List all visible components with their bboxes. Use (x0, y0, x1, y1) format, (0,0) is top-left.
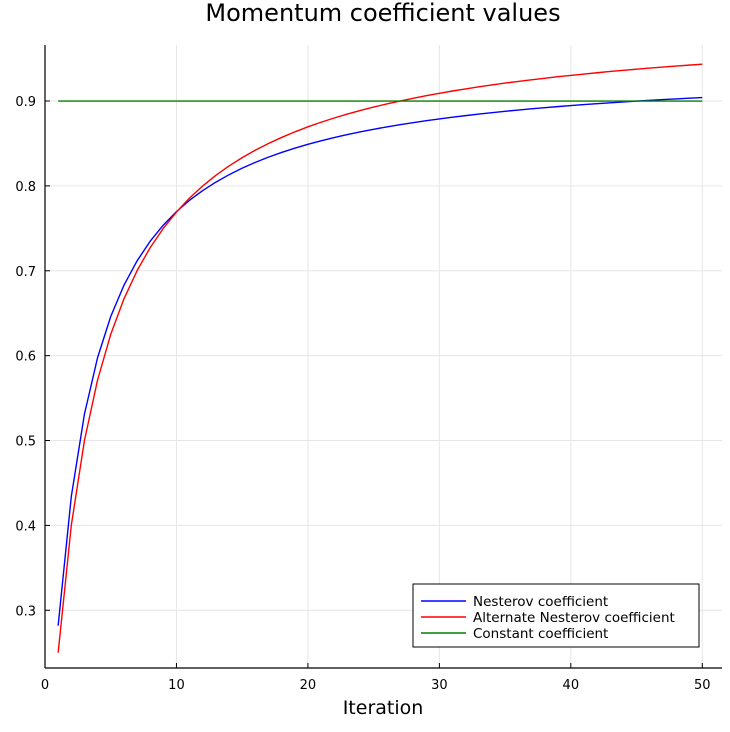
ticks: 0 10 20 30 40 50 0.3 0.4 0.5 0.6 0.7 0.8 0.9 (15, 95, 710, 693)
axes (44, 45, 722, 669)
x-axis-label: Iteration (343, 697, 424, 719)
y-tick-label: 0.6 (15, 350, 36, 365)
x-tick-label: 30 (431, 678, 448, 693)
x-tick-label: 50 (694, 678, 711, 693)
legend-label-nesterov-coefficient: Nesterov coefficient (473, 594, 608, 610)
x-tick-label: 20 (300, 678, 317, 693)
legend-box (412, 583, 700, 648)
y-tick-label: 0.4 (15, 519, 36, 534)
y-tick-label: 0.7 (15, 265, 36, 280)
series-line-nesterov-coefficient (57, 96, 703, 626)
legend-label-alternate-nesterov-coefficient: Alternate Nesterov coefficient (473, 610, 675, 626)
grid (44, 45, 722, 668)
legend-label-constant-coefficient: Constant coefficient (473, 626, 608, 642)
x-tick-label: 40 (563, 678, 580, 693)
y-tick-label: 0.9 (15, 95, 36, 110)
x-tick-label: 0 (41, 678, 49, 693)
x-tick-label: 10 (168, 678, 185, 693)
series-line-alternate-nesterov-coefficient (57, 63, 703, 653)
y-tick-label: 0.3 (15, 604, 36, 619)
chart-title: Momentum coefficient values (205, 0, 560, 27)
y-tick-label: 0.8 (15, 180, 36, 195)
series-layer (57, 63, 703, 653)
y-tick-label: 0.5 (15, 435, 36, 450)
